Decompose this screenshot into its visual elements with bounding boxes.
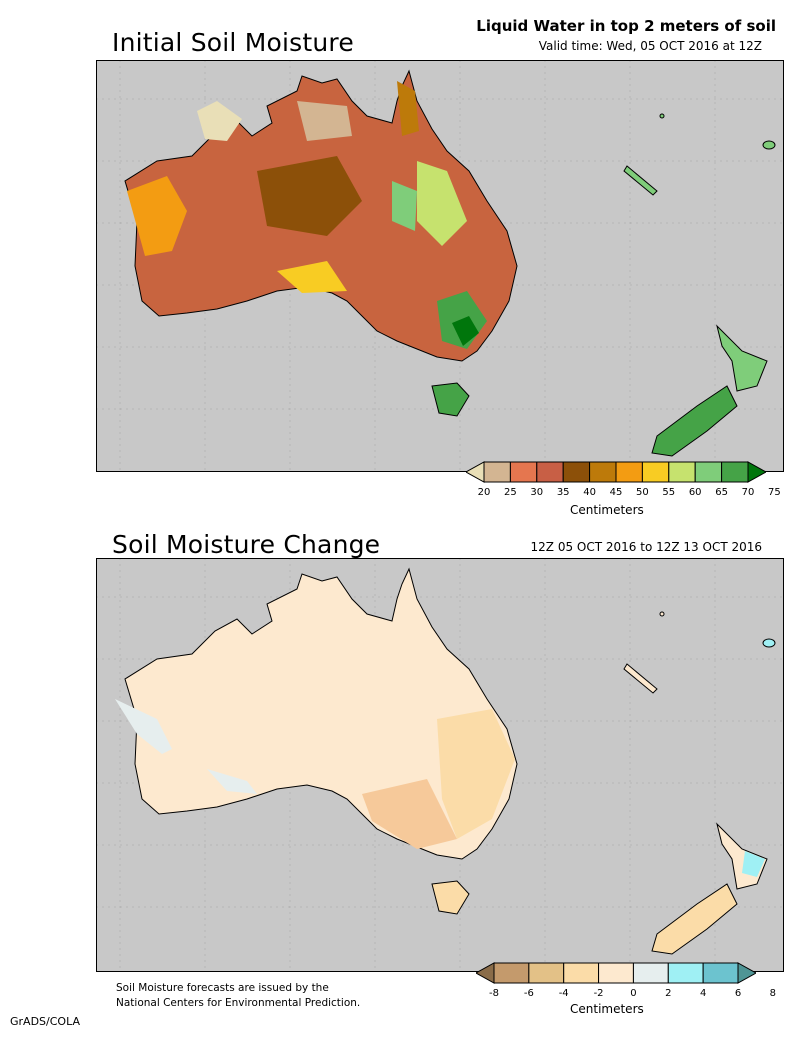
- new-caledonia: [623, 663, 658, 694]
- top-panel-subtitle: Liquid Water in top 2 meters of soil: [476, 17, 776, 35]
- top-colorbar-tick-label: 60: [688, 487, 702, 498]
- top-map-canvas: [97, 61, 782, 470]
- initial-soil-moisture-map: [96, 60, 784, 472]
- top-colorbar-tick-label: 20: [477, 487, 491, 498]
- top-colorbar-swatch-8: [668, 461, 696, 483]
- top-colorbar-swatch-4: [562, 461, 591, 483]
- bottom-colorbar-swatch-4: [598, 962, 634, 984]
- wetting-west: [115, 699, 172, 754]
- new-zealand-north: [716, 822, 768, 890]
- top-colorbar-tick-label: 45: [609, 487, 623, 498]
- bottom-panel-period: 12Z 05 OCT 2016 to 12Z 13 OCT 2016: [530, 540, 762, 554]
- bottom-colorbar-tick-label: 0: [630, 988, 637, 999]
- drying-east: [437, 709, 515, 839]
- top-colorbar-swatches: [464, 461, 768, 483]
- tasmania: [431, 880, 470, 915]
- bottom-colorbar-unit: Centimeters: [570, 1002, 644, 1016]
- top-colorbar-swatch-5: [589, 461, 617, 483]
- moisture-patch-west: [127, 176, 187, 256]
- nz-wet-patch: [742, 851, 765, 877]
- top-colorbar-tick-label: 65: [715, 487, 728, 498]
- wetting-south: [207, 769, 257, 794]
- top-colorbar-swatch-3: [536, 461, 564, 483]
- footnote-line-2: National Centers for Environmental Predi…: [116, 997, 361, 1009]
- moisture-patch-se2: [452, 316, 479, 346]
- top-colorbar-swatch-6: [615, 461, 643, 483]
- drying-southeast: [362, 779, 457, 849]
- bottom-colorbar-tick-label: 8: [769, 988, 777, 999]
- new-zealand-north: [716, 324, 768, 392]
- bottom-colorbar-swatch-6: [667, 962, 704, 984]
- bottom-colorbar-tick-label: -4: [558, 988, 569, 999]
- vanuatu-island: [659, 113, 665, 119]
- bottom-colorbar-swatch-7: [702, 962, 739, 984]
- moisture-patch-center: [257, 156, 362, 236]
- footnote: Soil Moisture forecasts are issued by th…: [116, 981, 360, 1011]
- bottom-colorbar-swatch-0: [474, 962, 495, 984]
- bottom-colorbar-tick-label: -6: [523, 988, 534, 999]
- bottom-colorbar-tick-label: 4: [699, 988, 707, 999]
- top-colorbar-tick-label: 55: [662, 487, 676, 498]
- top-panel-title: Initial Soil Moisture: [112, 28, 354, 57]
- bottom-map-canvas: [97, 559, 782, 968]
- top-colorbar-tick-label: 50: [636, 487, 649, 498]
- top-colorbar-tick-label: 35: [556, 487, 570, 498]
- bottom-colorbar-tick-label: -2: [593, 988, 604, 999]
- top-colorbar-swatch-11: [747, 461, 768, 483]
- moisture-patch-cape: [397, 81, 419, 136]
- bottom-colorbar-swatch-1: [493, 962, 530, 984]
- top-colorbar-unit: Centimeters: [570, 503, 644, 517]
- grads-credit: GrADS/COLA: [10, 1015, 80, 1028]
- top-panel-valid-time: Valid time: Wed, 05 OCT 2016 at 12Z: [538, 39, 762, 53]
- new-zealand-south: [651, 883, 738, 955]
- top-colorbar-tick-label: 30: [530, 487, 544, 498]
- top-colorbar-swatch-0: [464, 461, 485, 483]
- top-colorbar: 20 25 30 35 40 45 50 55 60 65 70 75 Centimeters: [464, 461, 781, 521]
- bottom-colorbar: -8 -6 -4 -2 0 2 4 6 8 Centimeters: [474, 962, 776, 1022]
- top-colorbar-swatch-1: [483, 461, 511, 483]
- top-colorbar-tick-label: 40: [583, 487, 596, 498]
- moisture-patch-tan: [297, 101, 352, 141]
- top-colorbar-tick-label: 25: [504, 487, 517, 498]
- bottom-colorbar-tick-label: 2: [665, 988, 672, 999]
- top-colorbar-swatch-2: [509, 461, 538, 483]
- bottom-colorbar-tick-label: 6: [734, 988, 742, 999]
- new-zealand-south: [651, 385, 738, 457]
- top-colorbar-swatch-7: [641, 461, 670, 483]
- top-colorbar-tick-label: 70: [741, 487, 755, 498]
- footnote-line-1: Soil Moisture forecasts are issued by th…: [116, 982, 329, 994]
- bottom-colorbar-swatches: [474, 962, 758, 984]
- moisture-patch-east2: [392, 181, 417, 231]
- tasmania: [431, 382, 470, 417]
- fiji-island: [762, 638, 776, 648]
- vanuatu-island: [659, 611, 665, 617]
- soil-moisture-change-map: [96, 558, 784, 972]
- moisture-patch-north: [197, 101, 242, 141]
- moisture-patch-south: [277, 261, 347, 293]
- top-colorbar-swatch-9: [694, 461, 723, 483]
- top-colorbar-swatch-10: [721, 461, 749, 483]
- bottom-panel-title: Soil Moisture Change: [112, 530, 381, 559]
- bottom-colorbar-swatch-2: [528, 962, 565, 984]
- bottom-colorbar-swatch-8: [737, 962, 758, 984]
- bottom-colorbar-swatch-3: [563, 962, 600, 984]
- moisture-patch-east: [417, 161, 467, 246]
- bottom-colorbar-swatch-5: [632, 962, 669, 984]
- bottom-colorbar-tick-label: -8: [489, 988, 499, 999]
- new-caledonia: [623, 165, 658, 196]
- fiji-island: [762, 140, 776, 150]
- top-colorbar-tick-label: 75: [768, 487, 781, 498]
